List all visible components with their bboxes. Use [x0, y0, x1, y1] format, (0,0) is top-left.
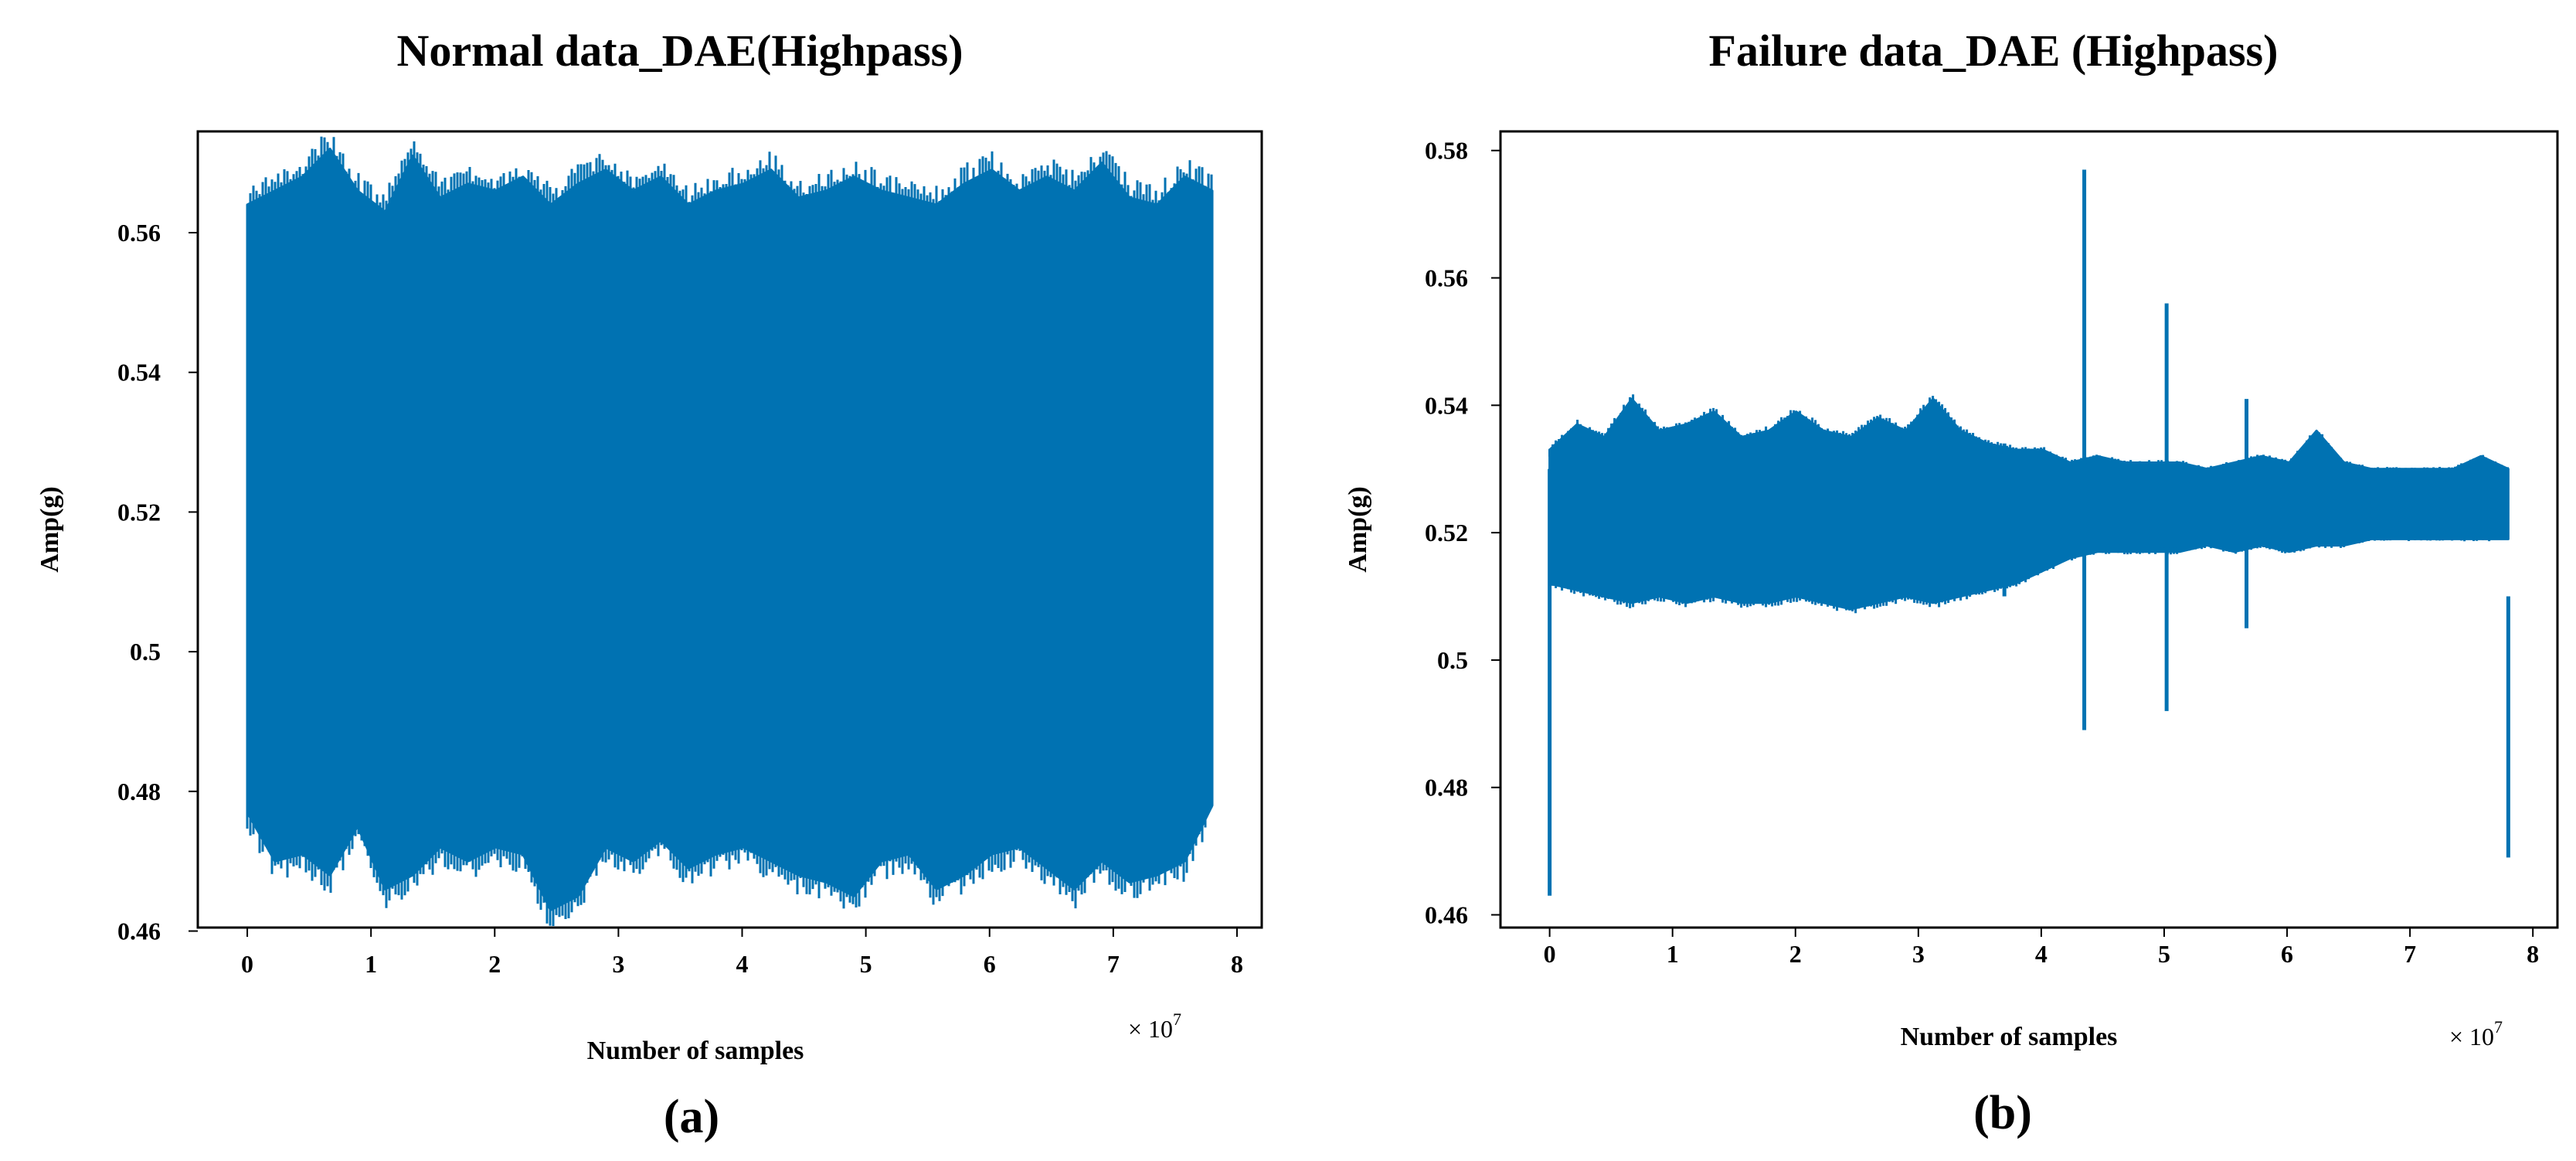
- chart-b-title: Failure data_DAE (Highpass): [1709, 26, 2279, 76]
- chart-a-series: [246, 136, 1214, 926]
- y-tick-label: 0.52: [1425, 519, 1468, 546]
- chart-b-frame: [1499, 130, 2559, 929]
- signal-envelope-detail: [246, 136, 1213, 926]
- x-tick-label: 0: [1544, 940, 1556, 968]
- chart-a-x-axis-label: Number of samples: [587, 1037, 804, 1065]
- chart-a-title: Normal data_DAE(Highpass): [396, 26, 963, 76]
- chart-a-frame: [196, 130, 1263, 929]
- y-tick-label: 0.58: [1425, 137, 1468, 165]
- x-tick-label: 5: [860, 950, 872, 978]
- x-tick-label: 8: [1231, 950, 1243, 978]
- x-tick-label: 7: [2404, 940, 2416, 968]
- x-tick-label: 6: [2281, 940, 2293, 968]
- x-tick-label: 1: [1667, 940, 1679, 968]
- x-tick-label: 7: [1107, 950, 1120, 978]
- signal-band: [246, 148, 1214, 911]
- chart-a-x-multiplier: × 107: [1128, 1009, 1181, 1043]
- chart-a-y-ticks: 0.46 0.48 0.5 0.52 0.54 0.56: [117, 219, 198, 945]
- y-tick-label: 0.46: [117, 918, 161, 945]
- chart-b-y-axis-label: Amp(g): [1344, 486, 1372, 572]
- chart-a-x-ticks: 0 1 2 3 4 5 6 7 8: [241, 928, 1243, 978]
- x-tick-label: 6: [984, 950, 996, 978]
- y-tick-label: 0.5: [130, 638, 161, 666]
- y-tick-label: 0.46: [1425, 901, 1468, 929]
- x-tick-label: 8: [2527, 940, 2539, 968]
- x-tick-label: 5: [2158, 940, 2170, 968]
- y-tick-label: 0.56: [1425, 264, 1468, 292]
- chart-b-panel-label: (b): [1973, 1087, 2032, 1139]
- x-tick-label: 4: [736, 950, 749, 978]
- chart-a: Normal data_DAE(Highpass) 0 1 2 3 4 5 6 7 8 0.46…: [36, 26, 1263, 1143]
- chart-b-y-ticks: 0.46 0.48 0.5 0.52 0.54 0.56 0.58: [1425, 137, 1500, 929]
- chart-a-y-axis-label: Amp(g): [36, 486, 64, 572]
- chart-b: Failure data_DAE (Highpass) 0 1 2 3 4 5 6 7 8 0.…: [1344, 26, 2559, 1139]
- y-tick-label: 0.54: [1425, 391, 1468, 419]
- x-tick-label: 3: [612, 950, 624, 978]
- chart-b-x-ticks: 0 1 2 3 4 5 6 7 8: [1544, 928, 2539, 968]
- chart-b-x-axis-label: Number of samples: [1901, 1023, 2118, 1051]
- y-tick-label: 0.48: [1425, 774, 1468, 802]
- y-tick-label: 0.48: [117, 778, 161, 805]
- x-tick-label: 2: [1789, 940, 1802, 968]
- y-tick-label: 0.54: [117, 359, 161, 386]
- x-tick-label: 2: [488, 950, 501, 978]
- x-tick-label: 0: [241, 950, 253, 978]
- chart-b-x-multiplier: × 107: [2449, 1017, 2503, 1050]
- x-tick-label: 1: [365, 950, 377, 978]
- y-tick-label: 0.5: [1437, 646, 1468, 674]
- y-tick-label: 0.52: [117, 498, 161, 526]
- chart-a-panel-label: (a): [664, 1091, 719, 1143]
- x-tick-label: 4: [2035, 940, 2048, 968]
- signal-envelope-detail: [1548, 394, 2510, 614]
- chart-b-series: [1548, 169, 2510, 896]
- y-tick-label: 0.56: [117, 219, 161, 247]
- x-tick-label: 3: [1912, 940, 1925, 968]
